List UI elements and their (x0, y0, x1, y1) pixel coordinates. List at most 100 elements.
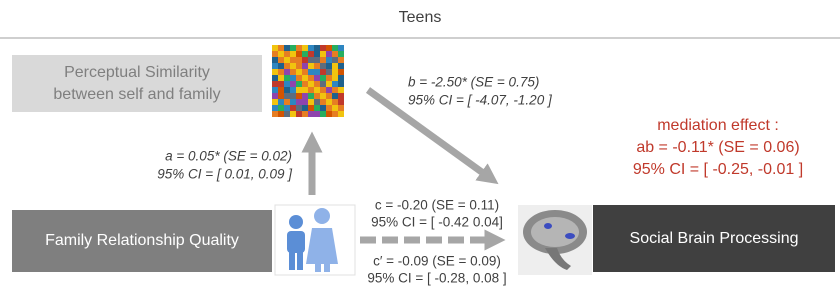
matrix-cell (278, 93, 284, 99)
matrix-cell (296, 45, 302, 51)
matrix-cell (338, 69, 344, 75)
matrix-cell (308, 99, 314, 105)
path-c: 95% CI = [ -0.42 0.04] (371, 215, 503, 230)
matrix-cell (302, 93, 308, 99)
matrix-cell (284, 63, 290, 69)
matrix-cell (290, 105, 296, 111)
matrix-cell (308, 45, 314, 51)
matrix-cell (272, 87, 278, 93)
path-b: 95% CI = [ -4.07, -1.20 ] (408, 93, 553, 108)
matrix-cell (296, 63, 302, 69)
matrix-cell (308, 69, 314, 75)
matrix-cell (302, 51, 308, 57)
matrix-cell (296, 99, 302, 105)
matrix-cell (284, 87, 290, 93)
mediator-label: Perceptual Similarity (64, 64, 210, 81)
path-c-prime: 95% CI = [ -0.28, 0.08 ] (367, 271, 506, 286)
matrix-cell (314, 45, 320, 51)
matrix-cell (296, 105, 302, 111)
matrix-cell (332, 45, 338, 51)
matrix-cell (290, 87, 296, 93)
matrix-cell (290, 75, 296, 81)
matrix-cell (326, 63, 332, 69)
matrix-cell (278, 99, 284, 105)
matrix-cell (308, 75, 314, 81)
diagram: Teens Perceptual Similarity between self… (0, 0, 840, 289)
matrix-cell (332, 75, 338, 81)
matrix-cell (308, 87, 314, 93)
matrix-cell (332, 57, 338, 63)
matrix-cell (296, 87, 302, 93)
matrix-cell (278, 75, 284, 81)
matrix-cell (302, 99, 308, 105)
matrix-cell (272, 75, 278, 81)
matrix-cell (272, 99, 278, 105)
matrix-cell (278, 45, 284, 51)
matrix-cell (326, 81, 332, 87)
matrix-cell (284, 69, 290, 75)
matrix-cell (332, 99, 338, 105)
matrix-cell (302, 69, 308, 75)
path-c-prime: c′ = -0.09 (SE = 0.09) (373, 254, 501, 269)
matrix-cell (326, 111, 332, 117)
matrix-cell (320, 87, 326, 93)
predictor-label: Family Relationship Quality (45, 232, 239, 249)
matrix-cell (278, 69, 284, 75)
matrix-cell (284, 51, 290, 57)
matrix-cell (320, 57, 326, 63)
matrix-cell (332, 51, 338, 57)
matrix-cell (284, 45, 290, 51)
brain-image (518, 205, 592, 275)
title: Teens (399, 9, 442, 26)
outcome-label: Social Brain Processing (630, 230, 799, 247)
matrix-cell (296, 51, 302, 57)
mediator-label: between self and family (53, 86, 220, 103)
matrix-cell (308, 93, 314, 99)
matrix-cell (272, 51, 278, 57)
matrix-cell (272, 93, 278, 99)
matrix-cell (272, 57, 278, 63)
matrix-cell (314, 75, 320, 81)
matrix-cell (272, 81, 278, 87)
matrix-cell (332, 87, 338, 93)
matrix-cell (272, 105, 278, 111)
matrix-cell (290, 63, 296, 69)
matrix-cell (272, 111, 278, 117)
matrix-cell (308, 51, 314, 57)
matrix-cell (320, 51, 326, 57)
matrix-cell (320, 81, 326, 87)
matrix-cell (308, 105, 314, 111)
matrix-cell (338, 57, 344, 63)
matrix-cell (272, 69, 278, 75)
matrix-cell (332, 111, 338, 117)
matrix-cell (326, 105, 332, 111)
path-b: b = -2.50* (SE = 0.75) (408, 75, 539, 90)
matrix-cell (290, 99, 296, 105)
matrix-cell (338, 63, 344, 69)
matrix-cell (290, 81, 296, 87)
matrix-cell (314, 63, 320, 69)
similarity-matrix (272, 45, 344, 117)
matrix-cell (338, 111, 344, 117)
matrix-cell (308, 81, 314, 87)
matrix-cell (290, 111, 296, 117)
matrix-cell (278, 87, 284, 93)
matrix-cell (320, 111, 326, 117)
matrix-cell (290, 69, 296, 75)
mediation-effect: 95% CI = [ -0.25, -0.01 ] (633, 161, 803, 178)
matrix-cell (332, 81, 338, 87)
matrix-cell (296, 57, 302, 63)
matrix-cell (272, 63, 278, 69)
path-c: c = -0.20 (SE = 0.11) (375, 198, 499, 213)
matrix-cell (338, 105, 344, 111)
matrix-cell (290, 45, 296, 51)
matrix-cell (320, 105, 326, 111)
matrix-cell (302, 45, 308, 51)
matrix-cell (296, 93, 302, 99)
matrix-cell (290, 93, 296, 99)
matrix-cell (284, 81, 290, 87)
matrix-cell (278, 81, 284, 87)
matrix-cell (272, 45, 278, 51)
path-a: 95% CI = [ 0.01, 0.09 ] (157, 167, 293, 182)
mediation-effect: mediation effect : (657, 117, 779, 134)
